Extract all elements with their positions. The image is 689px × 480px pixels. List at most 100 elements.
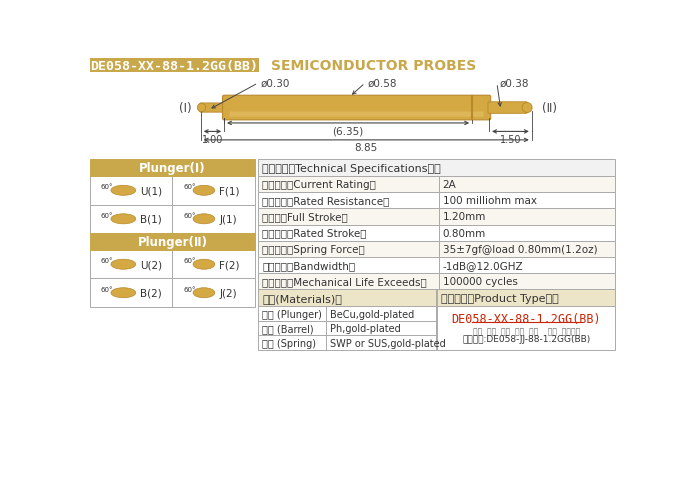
Ellipse shape (111, 260, 136, 270)
Bar (258, 274, 439, 289)
Bar (258, 160, 615, 177)
Text: J(1): J(1) (219, 215, 237, 224)
Text: 60°: 60° (184, 286, 196, 292)
Text: U(1): U(1) (141, 186, 163, 196)
Ellipse shape (111, 186, 136, 196)
Text: 额定行程（Rated Stroke）: 额定行程（Rated Stroke） (262, 228, 367, 238)
Bar (439, 257, 615, 274)
Bar (90, 251, 172, 279)
Text: ø0.30: ø0.30 (260, 79, 290, 89)
Bar (90, 59, 259, 73)
Text: DE058-XX-88-1.2GG(BB): DE058-XX-88-1.2GG(BB) (451, 313, 601, 326)
Text: 60°: 60° (100, 184, 112, 190)
Text: Ph,gold-plated: Ph,gold-plated (330, 324, 401, 334)
Text: 额定电流（Current Rating）: 额定电流（Current Rating） (262, 180, 376, 190)
Ellipse shape (193, 288, 215, 298)
Ellipse shape (193, 186, 215, 196)
Text: 100000 cycles: 100000 cycles (442, 276, 517, 287)
Bar (258, 193, 439, 209)
Bar (258, 336, 327, 350)
Text: 材质(Materials)：: 材质(Materials)： (262, 293, 342, 303)
Text: (Ⅱ): (Ⅱ) (542, 102, 557, 115)
Bar (90, 205, 172, 234)
Bar (439, 241, 615, 257)
Text: ø0.38: ø0.38 (500, 79, 528, 89)
Bar (439, 193, 615, 209)
Bar (327, 321, 436, 336)
Text: 60°: 60° (100, 258, 112, 264)
Text: 1.50: 1.50 (500, 134, 521, 144)
Text: 8.85: 8.85 (355, 143, 378, 153)
Text: F(2): F(2) (219, 260, 240, 270)
Text: 订购举例:DE058-JJ-88-1.2GG(BB): 订购举例:DE058-JJ-88-1.2GG(BB) (462, 335, 590, 344)
Bar (439, 177, 615, 193)
Ellipse shape (193, 260, 215, 270)
Text: Plunger(Ⅱ): Plunger(Ⅱ) (138, 236, 207, 249)
Bar (90, 279, 172, 307)
Bar (258, 241, 439, 257)
Text: 系列  规格  头型  行长  弹力    镜金  针头材质: 系列 规格 头型 行长 弹力 镜金 针头材质 (473, 326, 580, 335)
Text: DE058-XX-88-1.2GG(BB): DE058-XX-88-1.2GG(BB) (90, 60, 258, 72)
Text: 满行程（Full Stroke）: 满行程（Full Stroke） (262, 212, 348, 222)
Bar (438, 307, 615, 350)
Text: 针头 (Plunger): 针头 (Plunger) (262, 309, 322, 319)
FancyBboxPatch shape (223, 96, 491, 120)
Bar (327, 307, 436, 321)
Bar (258, 289, 436, 307)
Bar (439, 209, 615, 225)
Bar (172, 205, 255, 234)
Text: 100 milliohm max: 100 milliohm max (442, 196, 537, 206)
Text: 35±7gf@load 0.80mm(1.2oz): 35±7gf@load 0.80mm(1.2oz) (442, 244, 597, 254)
Bar (327, 336, 436, 350)
Text: 60°: 60° (184, 258, 196, 264)
Text: F(1): F(1) (219, 186, 240, 196)
Bar (258, 257, 439, 274)
Text: (6.35): (6.35) (333, 126, 364, 136)
FancyBboxPatch shape (200, 104, 225, 113)
Text: 成品型号（Product Type）：: 成品型号（Product Type）： (441, 293, 559, 303)
Bar (90, 160, 255, 177)
Ellipse shape (111, 215, 136, 224)
Bar (90, 177, 172, 205)
Text: 1.20mm: 1.20mm (442, 212, 486, 222)
Bar (258, 225, 439, 241)
Bar (439, 274, 615, 289)
Bar (438, 289, 615, 307)
Ellipse shape (111, 288, 136, 298)
Bar (439, 225, 615, 241)
Bar (258, 209, 439, 225)
Text: SEMICONDUCTOR PROBES: SEMICONDUCTOR PROBES (271, 59, 476, 73)
Text: SWP or SUS,gold-plated: SWP or SUS,gold-plated (330, 338, 446, 348)
Text: 针管 (Barrel): 针管 (Barrel) (262, 324, 313, 334)
Bar (90, 234, 255, 251)
Text: 测试寿命（Mechanical Life Exceeds）: 测试寿命（Mechanical Life Exceeds） (262, 276, 426, 287)
Text: U(2): U(2) (141, 260, 163, 270)
Bar (172, 251, 255, 279)
Ellipse shape (193, 215, 215, 224)
Bar (172, 177, 255, 205)
Text: 技术要求（Technical Specifications）：: 技术要求（Technical Specifications）： (262, 163, 441, 173)
FancyBboxPatch shape (488, 103, 528, 114)
Text: ø0.58: ø0.58 (367, 79, 397, 89)
Text: 60°: 60° (184, 184, 196, 190)
Bar (172, 279, 255, 307)
Bar (258, 321, 327, 336)
Text: 60°: 60° (100, 213, 112, 218)
Bar (258, 177, 439, 193)
Text: 1.00: 1.00 (202, 134, 223, 144)
Text: 60°: 60° (100, 286, 112, 292)
Text: (Ⅰ): (Ⅰ) (179, 102, 192, 115)
Text: -1dB@12.0GHZ: -1dB@12.0GHZ (442, 261, 523, 270)
Text: 0.80mm: 0.80mm (442, 228, 486, 238)
Text: B(2): B(2) (141, 288, 162, 298)
FancyBboxPatch shape (229, 112, 484, 118)
Text: BeCu,gold-plated: BeCu,gold-plated (330, 309, 415, 319)
Text: J(2): J(2) (219, 288, 237, 298)
Ellipse shape (522, 103, 532, 113)
Text: B(1): B(1) (141, 215, 162, 224)
Text: 60°: 60° (184, 213, 196, 218)
Text: 弹簧 (Spring): 弹簧 (Spring) (262, 338, 316, 348)
Text: 额定弹力（Spring Force）: 额定弹力（Spring Force） (262, 244, 364, 254)
Text: 2A: 2A (442, 180, 456, 190)
Text: Plunger(Ⅰ): Plunger(Ⅰ) (139, 162, 206, 175)
